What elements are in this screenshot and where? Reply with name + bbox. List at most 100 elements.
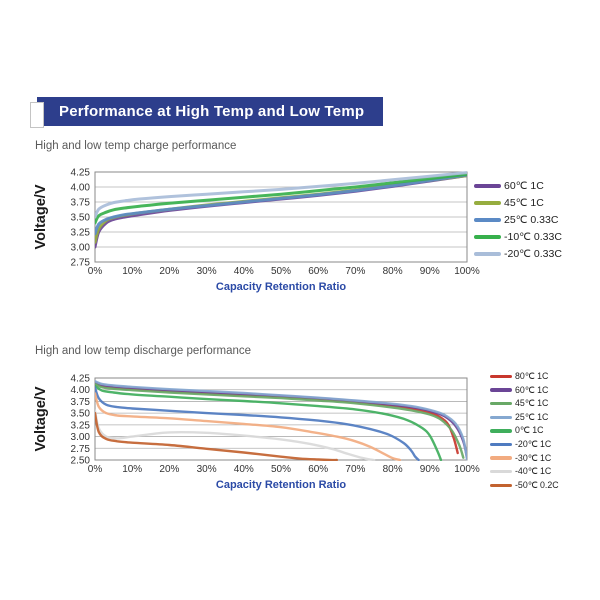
legend-swatch (490, 415, 512, 419)
legend-label: -20℃ 1C (515, 438, 552, 449)
legend-swatch (474, 235, 501, 239)
legend-item: 45℃ 1C (490, 398, 559, 409)
x-tick-labels: 0% 10% 20% 30% 40% 50% 60% 70% 80% 90% 100% (88, 266, 480, 277)
y-tick-label: 2.50 (71, 456, 91, 467)
discharge-chart-title: High and low temp discharge performance (35, 345, 252, 357)
y-tick-label: 3.75 (71, 397, 91, 408)
y-tick-label: 2.75 (71, 444, 91, 455)
x-tick-label: 40% (234, 464, 254, 475)
legend-label: 45℃ 1C (515, 398, 549, 409)
banner-tab-decoration (30, 102, 44, 128)
x-tick-label: 40% (234, 266, 254, 277)
series-line (95, 384, 443, 461)
x-tick-labels: 0% 10% 20% 30% 40% 50% 60% 70% 80% 90% 100% (88, 464, 480, 475)
legend-label: -30℃ 1C (515, 452, 552, 463)
x-tick-label: 70% (345, 464, 365, 475)
y-tick-label: 4.25 (71, 374, 91, 385)
series-line (95, 173, 467, 236)
legend-swatch (490, 483, 512, 487)
legend-item: 25℃ 1C (490, 412, 559, 423)
legend-item: -10℃ 0.33C (474, 231, 562, 243)
legend-label: -50℃ 0.2C (515, 479, 559, 490)
legend-label: 25℃ 0.33C (504, 214, 559, 226)
legend-label: -20℃ 0.33C (504, 248, 562, 260)
series-line (95, 392, 402, 461)
legend-item: -50℃ 0.2C (490, 480, 559, 491)
series-line (95, 171, 467, 219)
y-tick-labels: 4.254.003.753.503.253.002.752.50 (71, 374, 91, 467)
legend-item: 60℃ 1C (474, 180, 562, 192)
section-title-banner: Performance at High Temp and Low Temp (37, 97, 383, 126)
legend-swatch (474, 218, 501, 222)
charge-chart-plot: 4.25 4.00 3.75 3.50 3.25 3.00 2.750% 10% 20% 30% 4… (33, 168, 480, 294)
x-tick-label: 80% (383, 464, 403, 475)
series-lines (95, 380, 467, 461)
x-tick-label: 100% (454, 464, 480, 475)
series-line (95, 380, 467, 461)
series-line (95, 386, 420, 461)
discharge-chart-legend: 80℃ 1C 60℃ 1C 45℃ 1C 25℃ 1C 0℃ 1C -20℃ 1C -30℃… (490, 371, 559, 491)
charge-chart-block: High and low temp charge performance 4.2… (30, 140, 595, 310)
legend-item: 25℃ 0.33C (474, 214, 562, 226)
y-tick-label: 3.25 (71, 420, 91, 431)
legend-swatch (490, 374, 512, 379)
legend-label: 60℃ 1C (504, 180, 544, 192)
section-title: Performance at High Temp and Low Temp (59, 103, 365, 120)
legend-swatch (490, 429, 512, 433)
y-axis-title: Voltage/V (33, 386, 49, 451)
y-tick-label: 4.00 (71, 385, 91, 396)
series-line (95, 411, 338, 461)
legend-swatch (490, 388, 512, 392)
legend-label: -40℃ 1C (515, 466, 552, 477)
legend-label: 25℃ 1C (515, 411, 549, 422)
legend-swatch (490, 456, 512, 460)
legend-label: 0℃ 1C (515, 425, 544, 436)
x-axis-title: Capacity Retention Ratio (216, 479, 346, 491)
discharge-chart-block: High and low temp discharge performance … (30, 345, 595, 515)
legend-swatch (474, 201, 501, 205)
x-tick-label: 30% (197, 266, 217, 277)
x-tick-label: 50% (271, 266, 291, 277)
charge-chart-title: High and low temp charge performance (35, 140, 237, 152)
legend-item: -40℃ 1C (490, 466, 559, 477)
x-tick-label: 30% (197, 464, 217, 475)
series-line (95, 382, 465, 459)
x-tick-label: 10% (122, 464, 142, 475)
legend-item: -20℃ 1C (490, 439, 559, 450)
y-axis-title: Voltage/V (33, 184, 49, 249)
charge-chart-legend: 60℃ 1C 45℃ 1C 25℃ 0.33C -10℃ 0.33C -20℃ 0.33… (474, 180, 562, 260)
y-tick-labels: 4.25 4.00 3.75 3.50 3.25 3.00 2.75 (71, 168, 91, 269)
y-tick-label: 3.00 (71, 432, 91, 443)
x-tick-label: 0% (88, 464, 103, 475)
y-tick-label: 4.25 (71, 168, 91, 179)
x-tick-label: 90% (420, 266, 440, 277)
y-tick-label: 4.00 (71, 183, 91, 194)
legend-item: 80℃ 1C (490, 371, 559, 382)
x-tick-label: 80% (383, 266, 403, 277)
x-tick-label: 10% (122, 266, 142, 277)
x-tick-label: 60% (308, 266, 328, 277)
series-line (95, 172, 467, 225)
series-line (95, 381, 467, 459)
series-line (95, 409, 376, 461)
discharge-chart-plot: 4.254.003.753.503.253.002.752.500% 10% 20%… (33, 374, 480, 492)
legend-item: 0℃ 1C (490, 425, 559, 436)
legend-swatch (490, 442, 512, 447)
y-tick-label: 2.75 (71, 258, 91, 269)
x-tick-label: 90% (420, 464, 440, 475)
series-lines (95, 171, 467, 249)
x-tick-label: 20% (159, 464, 179, 475)
x-tick-label: 70% (345, 266, 365, 277)
legend-label: 60℃ 1C (515, 384, 549, 395)
gridlines (95, 171, 467, 263)
y-tick-label: 3.00 (71, 243, 91, 254)
x-tick-label: 20% (159, 266, 179, 277)
x-tick-label: 100% (454, 266, 480, 277)
y-tick-label: 3.75 (71, 198, 91, 209)
legend-swatch (474, 252, 501, 256)
y-tick-label: 3.50 (71, 409, 91, 420)
legend-item: 45℃ 1C (474, 197, 562, 209)
legend-label: 80℃ 1C (515, 371, 549, 381)
y-tick-label: 3.50 (71, 213, 91, 224)
